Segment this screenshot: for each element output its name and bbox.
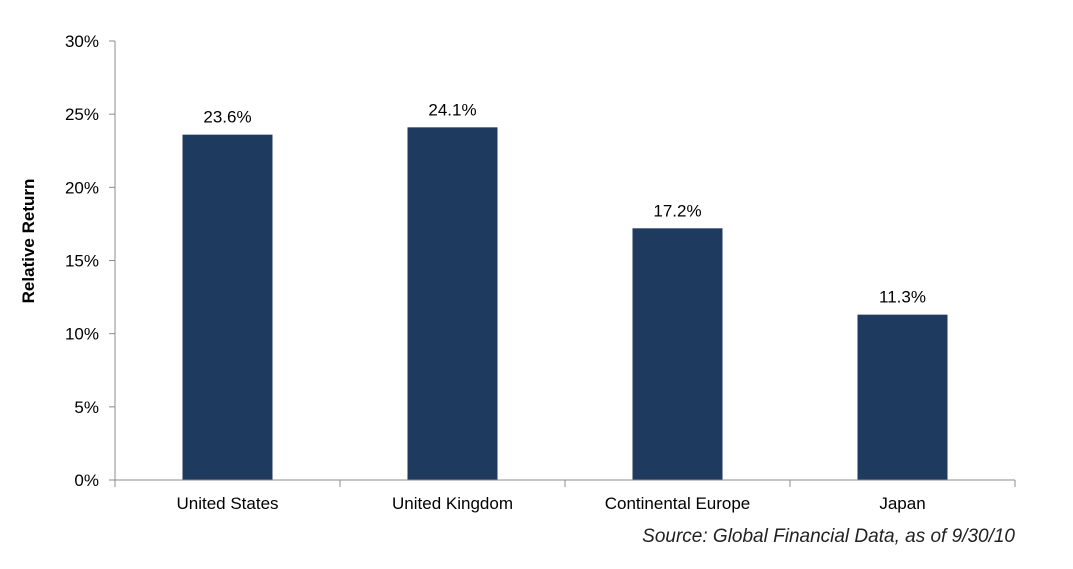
bar [407, 127, 498, 480]
y-tick-label: 25% [65, 105, 99, 124]
y-axis-title: Relative Return [19, 179, 38, 304]
y-tick-label: 10% [65, 325, 99, 344]
x-category-label: United States [176, 494, 278, 513]
y-tick-label: 20% [65, 178, 99, 197]
y-tick-label: 15% [65, 252, 99, 271]
bar [182, 134, 273, 481]
y-tick-label: 0% [74, 471, 99, 490]
bar-data-label: 11.3% [879, 288, 926, 307]
bar-data-label: 24.1% [428, 100, 476, 119]
bar-data-label: 23.6% [203, 108, 251, 127]
y-tick-label: 30% [65, 32, 99, 51]
source-note: Source: Global Financial Data, as of 9/3… [642, 526, 1015, 547]
x-category-label: Continental Europe [605, 494, 751, 513]
axes-group [109, 40, 1016, 487]
labels-group: 0% 5% 10% 15% 20% 25% 30% 23.6% United States 24.… [65, 32, 926, 513]
x-category-label: Japan [879, 494, 925, 513]
bar-data-label: 17.2% [653, 201, 701, 220]
bar [857, 314, 948, 480]
bar [632, 228, 723, 480]
bars-group [182, 127, 948, 481]
x-category-label: United Kingdom [392, 494, 513, 513]
y-tick-label: 5% [74, 398, 99, 417]
